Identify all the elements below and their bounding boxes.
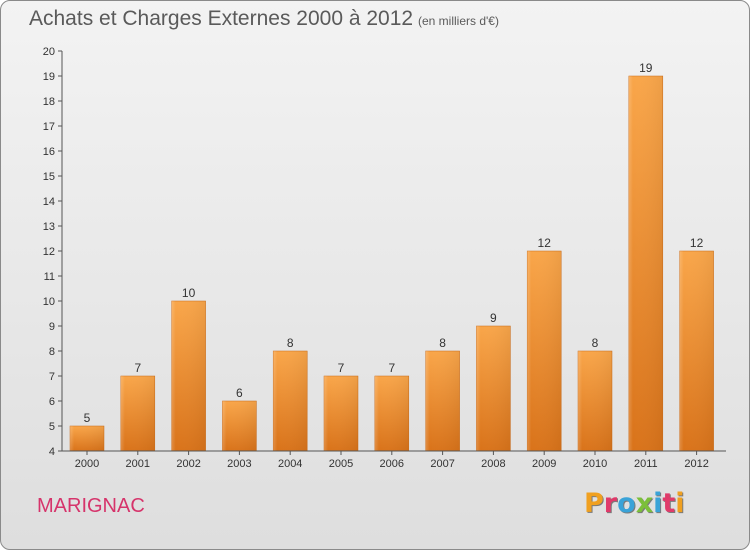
x-tick-label: 2002 [176,458,200,470]
chart-title: Achats et Charges Externes 2000 à 2012 [29,7,414,30]
place-name: MARIGNAC [37,495,145,517]
bar-shading [324,376,358,451]
y-tick-label: 9 [49,321,55,333]
logo-letter: o [617,488,636,519]
value-label: 9 [490,311,497,325]
value-label: 7 [134,361,141,375]
x-axis: 2000 2001 2002 2003 2004 2005 2006 2007 2008 2009… [62,450,726,470]
value-label: 6 [236,386,243,400]
y-tick-label: 18 [43,96,55,108]
logo-letter: i [653,488,663,519]
y-tick-label: 12 [43,246,55,258]
y-tick-label: 16 [43,146,55,158]
x-tick-label: 2011 [634,458,658,470]
logo-letter: i [675,488,685,519]
logo-letter: t [662,488,676,519]
value-label: 7 [338,361,345,375]
x-tick-label: 2007 [430,458,454,470]
x-tick-label: 2012 [684,458,708,470]
y-tick-label: 17 [43,121,55,133]
value-labels-group: 5 7 10 6 8 7 7 8 9 12 8 19 12 [84,61,704,425]
proxiti-logo[interactable]: Proxiti [584,488,685,519]
x-tick-label: 2008 [481,458,505,470]
bar-shading [527,251,562,451]
logo-letter: r [603,488,618,519]
y-tick-label: 15 [43,171,55,183]
y-axis: 4 5 6 7 8 9 10 11 12 13 14 15 16 17 18 19 20 [43,46,63,458]
x-tick-label: 2000 [75,458,99,470]
value-label: 8 [439,336,446,350]
bar-shading [679,251,714,451]
x-tick-label: 2010 [583,458,607,470]
x-tick-label: 2009 [532,458,556,470]
bar-shading [222,401,257,451]
chart-subtitle: (en milliers d'€) [418,14,499,28]
bar-shading [578,351,612,451]
x-tick-label: 2003 [227,458,251,470]
bar-shading [628,76,663,451]
y-tick-label: 19 [43,71,55,83]
x-tick-label: 2005 [329,458,353,470]
bar-shading [120,376,155,451]
bar-shading [273,351,308,451]
y-tick-label: 11 [44,271,55,283]
value-label: 19 [639,61,653,75]
x-tick-label: 2001 [126,458,150,470]
bar-shading [374,376,409,451]
y-tick-label: 13 [43,221,55,233]
value-label: 12 [538,236,552,250]
bar-shading [425,351,460,451]
y-tick-label: 14 [43,196,55,208]
bar-shading [171,301,206,451]
x-tick-label: 2004 [278,458,302,470]
y-tick-label: 5 [49,421,55,433]
value-label: 7 [388,361,395,375]
value-label: 8 [287,336,294,350]
value-label: 12 [690,236,704,250]
value-label: 10 [182,286,196,300]
bar-shading [476,326,511,451]
y-tick-label: 8 [49,346,55,358]
value-label: 5 [84,411,91,425]
y-tick-label: 20 [43,46,55,58]
x-tick-label: 2006 [380,458,404,470]
bars-group [69,75,714,452]
logo-letter: x [635,488,654,519]
y-tick-label: 4 [49,446,55,458]
y-tick-label: 7 [49,371,55,383]
logo-letter: P [584,488,604,519]
bar-shading [70,426,104,451]
y-tick-label: 6 [49,396,55,408]
value-label: 8 [592,336,599,350]
y-tick-label: 10 [43,296,55,308]
